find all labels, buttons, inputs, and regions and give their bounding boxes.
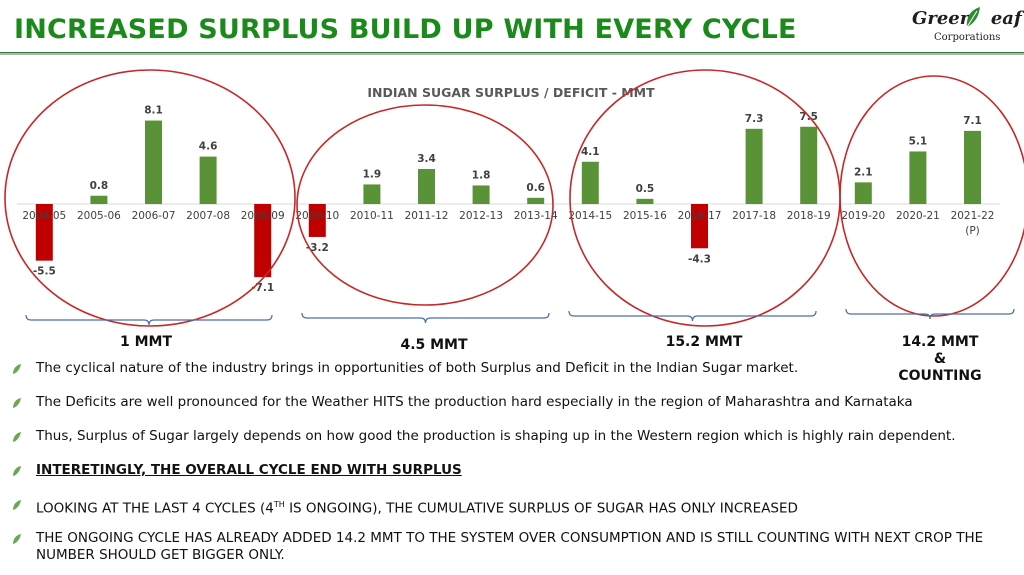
cycle-circle: [4, 69, 296, 327]
x-tick-label: 2010-11: [350, 210, 394, 222]
x-tick-label: 2016-17: [678, 210, 722, 222]
data-label: 2.1: [854, 166, 873, 178]
bar-2021-22: [964, 130, 981, 204]
x-tick-label: 2013-14: [514, 210, 558, 222]
page-title: INCREASED SURPLUS BUILD UP WITH EVERY CY…: [14, 14, 797, 45]
x-tick-label: 2020-21: [896, 210, 940, 222]
leaf-icon: [966, 7, 980, 28]
logo-wordmark: Green eaf: [912, 8, 1022, 29]
data-label: 4.6: [199, 141, 218, 153]
data-label: -5.5: [33, 266, 56, 278]
data-label: 1.8: [472, 169, 491, 181]
cycle-4-label: 14.2 MMT & COUNTING: [890, 334, 990, 385]
bar-2013-14: [527, 197, 545, 204]
x-tick-label: 2007-08: [186, 210, 230, 222]
x-tick-label: 2014-15: [568, 210, 612, 222]
bar-2011-12: [418, 168, 435, 204]
cycle-4-label-line-1: 14.2 MMT: [901, 334, 979, 350]
x-tick-label: 2006-07: [132, 210, 176, 222]
cycle-circle: [569, 69, 841, 327]
data-label: 5.1: [909, 135, 928, 147]
bullet-item: The Deficits are well pronounced for the…: [12, 394, 996, 411]
bar-2007-08: [199, 156, 217, 204]
bullet-item: LOOKING AT THE LAST 4 CYCLES (4TH IS ONG…: [12, 496, 996, 518]
cycle-bracket: [845, 308, 1015, 320]
bar-2009-10: [308, 204, 326, 237]
cycle-bracket: [301, 312, 550, 324]
bullet-item: Thus, Surplus of Sugar largely depends o…: [12, 428, 996, 445]
company-logo: Green eaf Corporations: [912, 7, 1022, 48]
data-label: 0.5: [636, 183, 655, 195]
leaf-bullet-icon: [13, 500, 21, 510]
cycle-4-label-line-2: &: [933, 351, 947, 367]
data-label: 0.6: [526, 182, 545, 194]
bullet-item: INTERETINGLY, THE OVERALL CYCLE END WITH…: [12, 462, 996, 479]
bar-2017-18: [745, 128, 763, 204]
x-tick-label: 2005-06: [77, 210, 121, 222]
data-label: 1.9: [363, 168, 382, 180]
x-tick-label: 2012-13: [459, 210, 503, 222]
x-tick-label: 2009-10: [295, 210, 339, 222]
leaf-bullet-icon: [13, 398, 21, 408]
bar-2008-09: [254, 204, 272, 278]
x-tick-label: 2019-20: [841, 210, 885, 222]
x-tick-label: 2008-09: [241, 210, 285, 222]
data-label: 7.3: [745, 113, 764, 125]
bar-2018-19: [800, 126, 818, 204]
leaf-bullet-icon: [13, 364, 21, 374]
cycle-total-label: 15.2 MMT: [666, 334, 743, 350]
data-label: -7.1: [251, 282, 274, 294]
surplus-deficit-chart: INDIAN SUGAR SURPLUS / DEFICIT - MMT -5.5…: [4, 69, 1024, 353]
bar-2014-15: [581, 161, 599, 204]
bullet-item: The cyclical nature of the industry brin…: [12, 360, 996, 377]
x-tick-label: 2015-16: [623, 210, 667, 222]
bar-2005-06: [90, 195, 108, 204]
cycle-circle: [296, 104, 554, 306]
cycle-bracket: [25, 314, 273, 326]
bar-2019-20: [854, 182, 872, 204]
data-label: 4.1: [581, 146, 600, 158]
data-label: -4.3: [688, 253, 711, 265]
leaf-bullet-icon: [13, 534, 21, 544]
bar-2015-16: [636, 198, 654, 204]
bar-2020-21: [909, 151, 927, 204]
leaf-bullet-icon: [13, 432, 21, 442]
cycle-bracket: [568, 310, 817, 322]
x-tick-label: 2021-22: [951, 210, 995, 222]
data-label: 0.8: [90, 180, 109, 192]
leaf-bullet-icon: [13, 466, 21, 476]
x-tick-label: 2004-05: [22, 210, 66, 222]
x-tick-label: 2018-19: [787, 210, 831, 222]
bar-2012-13: [472, 185, 490, 204]
data-label: 7.1: [963, 115, 982, 127]
bar-2016-17: [691, 204, 708, 249]
x-tick-label: 2017-18: [732, 210, 776, 222]
bar-2004-05: [35, 204, 53, 261]
x-tick-label: 2011-12: [405, 210, 449, 222]
cycle-total-label: 4.5 MMT: [400, 337, 468, 353]
bar-2010-11: [363, 184, 381, 204]
data-label: 3.4: [417, 153, 436, 165]
cycle-total-label: 1 MMT: [120, 334, 172, 350]
title-divider: [0, 52, 1024, 55]
cycle-4-label-line-3: COUNTING: [898, 368, 982, 384]
chart-title: INDIAN SUGAR SURPLUS / DEFICIT - MMT: [367, 85, 655, 100]
logo-subtitle: Corporations: [934, 32, 1001, 43]
bullet-item: THE ONGOING CYCLE HAS ALREADY ADDED 14.2…: [12, 530, 996, 564]
cycle-circle: [839, 75, 1024, 317]
bar-2006-07: [145, 120, 162, 204]
x-tick-note: (P): [965, 225, 980, 237]
data-label: 8.1: [144, 105, 163, 117]
